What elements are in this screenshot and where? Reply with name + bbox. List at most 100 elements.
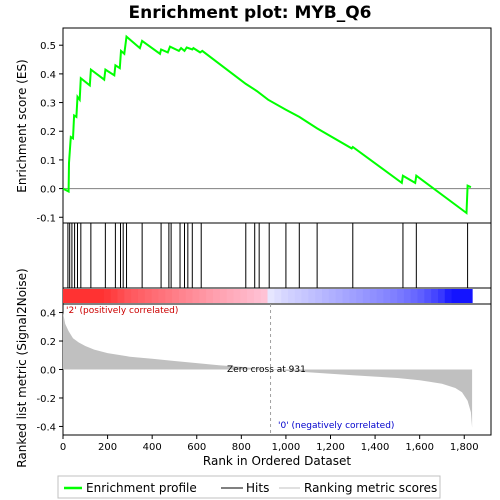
x-tick-label: 400 bbox=[143, 442, 162, 453]
rank-bar-cell bbox=[165, 289, 173, 303]
es-y-tick-label: -0.1 bbox=[36, 213, 56, 224]
rank-bar-cell bbox=[117, 289, 125, 303]
ranking-metric-area bbox=[63, 312, 473, 428]
rank-bar-cell bbox=[233, 289, 241, 303]
legend: Enrichment profile Hits Ranking metric s… bbox=[57, 475, 441, 499]
chart-title: Enrichment plot: MYB_Q6 bbox=[129, 3, 372, 23]
rank-bar-cell bbox=[260, 289, 269, 303]
rank-bar-cell bbox=[451, 289, 460, 303]
es-y-tick-label: 0.0 bbox=[40, 185, 56, 196]
rank-bar-cell bbox=[458, 289, 466, 303]
ranking-color-bar bbox=[62, 287, 492, 305]
rank-bar-cell bbox=[301, 289, 310, 303]
metric-y-tick-label: 0.4 bbox=[40, 309, 56, 320]
hits-panel bbox=[62, 222, 492, 289]
rank-bar-cell bbox=[342, 289, 350, 303]
metric-y-ticks: -0.4 -0.2 0.0 0.2 0.4 bbox=[36, 309, 63, 433]
rank-bar-cell bbox=[144, 289, 153, 303]
rank-bar-cell bbox=[410, 289, 419, 303]
rank-bar-cell bbox=[376, 289, 385, 303]
x-tick-label: 0 bbox=[60, 442, 66, 453]
rank-bar-cell bbox=[444, 289, 453, 303]
es-y-tick-label: 0.2 bbox=[40, 127, 56, 138]
rank-bar-cell bbox=[137, 289, 146, 303]
es-y-ticks: -0.1 0.0 0.1 0.2 0.3 0.4 0.5 bbox=[36, 41, 63, 224]
rank-bar-cell bbox=[335, 289, 344, 303]
x-tick-label: 1,000 bbox=[272, 442, 301, 453]
rank-bar-cell bbox=[103, 289, 112, 303]
rank-bar-cell bbox=[240, 289, 248, 303]
legend-enrichment-label: Enrichment profile bbox=[86, 481, 197, 495]
metric-y-tick-label: -0.4 bbox=[36, 422, 56, 433]
es-y-tick-label: 0.5 bbox=[40, 41, 56, 52]
rank-bar-cell bbox=[267, 289, 275, 303]
rank-bar-cell bbox=[390, 289, 398, 303]
rank-bar-cell bbox=[274, 289, 282, 303]
metric-y-axis-label: Ranked list metric (Signal2Noise) bbox=[15, 268, 29, 467]
es-y-tick-label: 0.3 bbox=[40, 99, 56, 110]
rank-bar-cell bbox=[151, 289, 160, 303]
rank-bar-cell bbox=[465, 289, 473, 303]
x-axis-label: Rank in Ordered Dataset bbox=[203, 454, 351, 468]
rank-bar-cell bbox=[356, 289, 364, 303]
x-tick-label: 600 bbox=[187, 442, 206, 453]
rank-bar-cell bbox=[424, 289, 432, 303]
rank-bar-cell bbox=[83, 289, 91, 303]
metric-y-tick-label: -0.2 bbox=[36, 394, 56, 405]
rank-bar-cell bbox=[294, 289, 303, 303]
hit-markers bbox=[67, 223, 469, 288]
rank-bar-cell bbox=[322, 289, 330, 303]
rank-bar-cell bbox=[362, 289, 371, 303]
positive-correlation-label: '2' (positively correlated) bbox=[66, 306, 178, 316]
rank-bar-cell bbox=[172, 289, 180, 303]
rank-bar-cell bbox=[226, 289, 235, 303]
rank-bar-cell bbox=[328, 289, 337, 303]
es-y-tick-label: 0.1 bbox=[40, 156, 56, 167]
rank-bar-cell bbox=[403, 289, 412, 303]
x-tick-label: 1,800 bbox=[450, 442, 479, 453]
es-y-axis-label: Enrichment score (ES) bbox=[15, 59, 29, 192]
es-panel: -0.1 0.0 0.1 0.2 0.3 0.4 0.5 Enrichment score … bbox=[15, 27, 492, 224]
rank-bar-cell bbox=[431, 289, 439, 303]
legend-metric-label: Ranking metric scores bbox=[304, 481, 437, 495]
rank-bar-cell bbox=[349, 289, 357, 303]
rank-bar-cell bbox=[308, 289, 316, 303]
rank-bar-cell bbox=[417, 289, 425, 303]
rank-bar-cell bbox=[158, 289, 166, 303]
rank-bar-cell bbox=[315, 289, 323, 303]
metric-y-tick-label: 0.0 bbox=[40, 366, 56, 377]
legend-frame bbox=[57, 475, 441, 499]
hits-panel-frame bbox=[62, 222, 492, 289]
x-tick-label: 800 bbox=[232, 442, 251, 453]
rank-bar-cell bbox=[219, 289, 228, 303]
rank-bar-cell bbox=[90, 289, 98, 303]
rank-bar-cell bbox=[192, 289, 200, 303]
negative-correlation-label: '0' (negatively correlated) bbox=[278, 421, 394, 431]
rank-bar-cell bbox=[287, 289, 296, 303]
rank-bar-cell bbox=[185, 289, 194, 303]
es-y-tick-label: 0.4 bbox=[40, 70, 56, 81]
x-tick-label: 1,200 bbox=[316, 442, 345, 453]
rank-bar-cell bbox=[437, 289, 446, 303]
x-axis: 0 200 400 600 800 1,000 1,200 1,400 1,600 1,800 bbox=[60, 435, 479, 453]
rank-bar-cell bbox=[206, 289, 214, 303]
rank-bar-cell bbox=[253, 289, 262, 303]
metric-panel: -0.4 -0.2 0.0 0.2 0.4 '2' (positively correl… bbox=[15, 268, 492, 468]
rank-bar-cell bbox=[281, 289, 289, 303]
rank-bar-cell bbox=[178, 289, 187, 303]
es-panel-frame bbox=[62, 27, 492, 224]
rank-bar-cell bbox=[199, 289, 207, 303]
rank-bar-cell bbox=[63, 289, 71, 303]
enrichment-profile-line bbox=[62, 34, 472, 215]
rank-bar-cell bbox=[110, 289, 119, 303]
rank-bar-cell bbox=[76, 289, 85, 303]
rank-bar-cell bbox=[131, 289, 139, 303]
x-tick-label: 1,400 bbox=[361, 442, 390, 453]
rank-bar-cell bbox=[212, 289, 221, 303]
rank-bar-cell bbox=[369, 289, 378, 303]
x-tick-label: 1,600 bbox=[405, 442, 434, 453]
rank-bar-cell bbox=[247, 289, 255, 303]
rank-bar-cell bbox=[69, 289, 78, 303]
x-tick-label: 200 bbox=[98, 442, 117, 453]
